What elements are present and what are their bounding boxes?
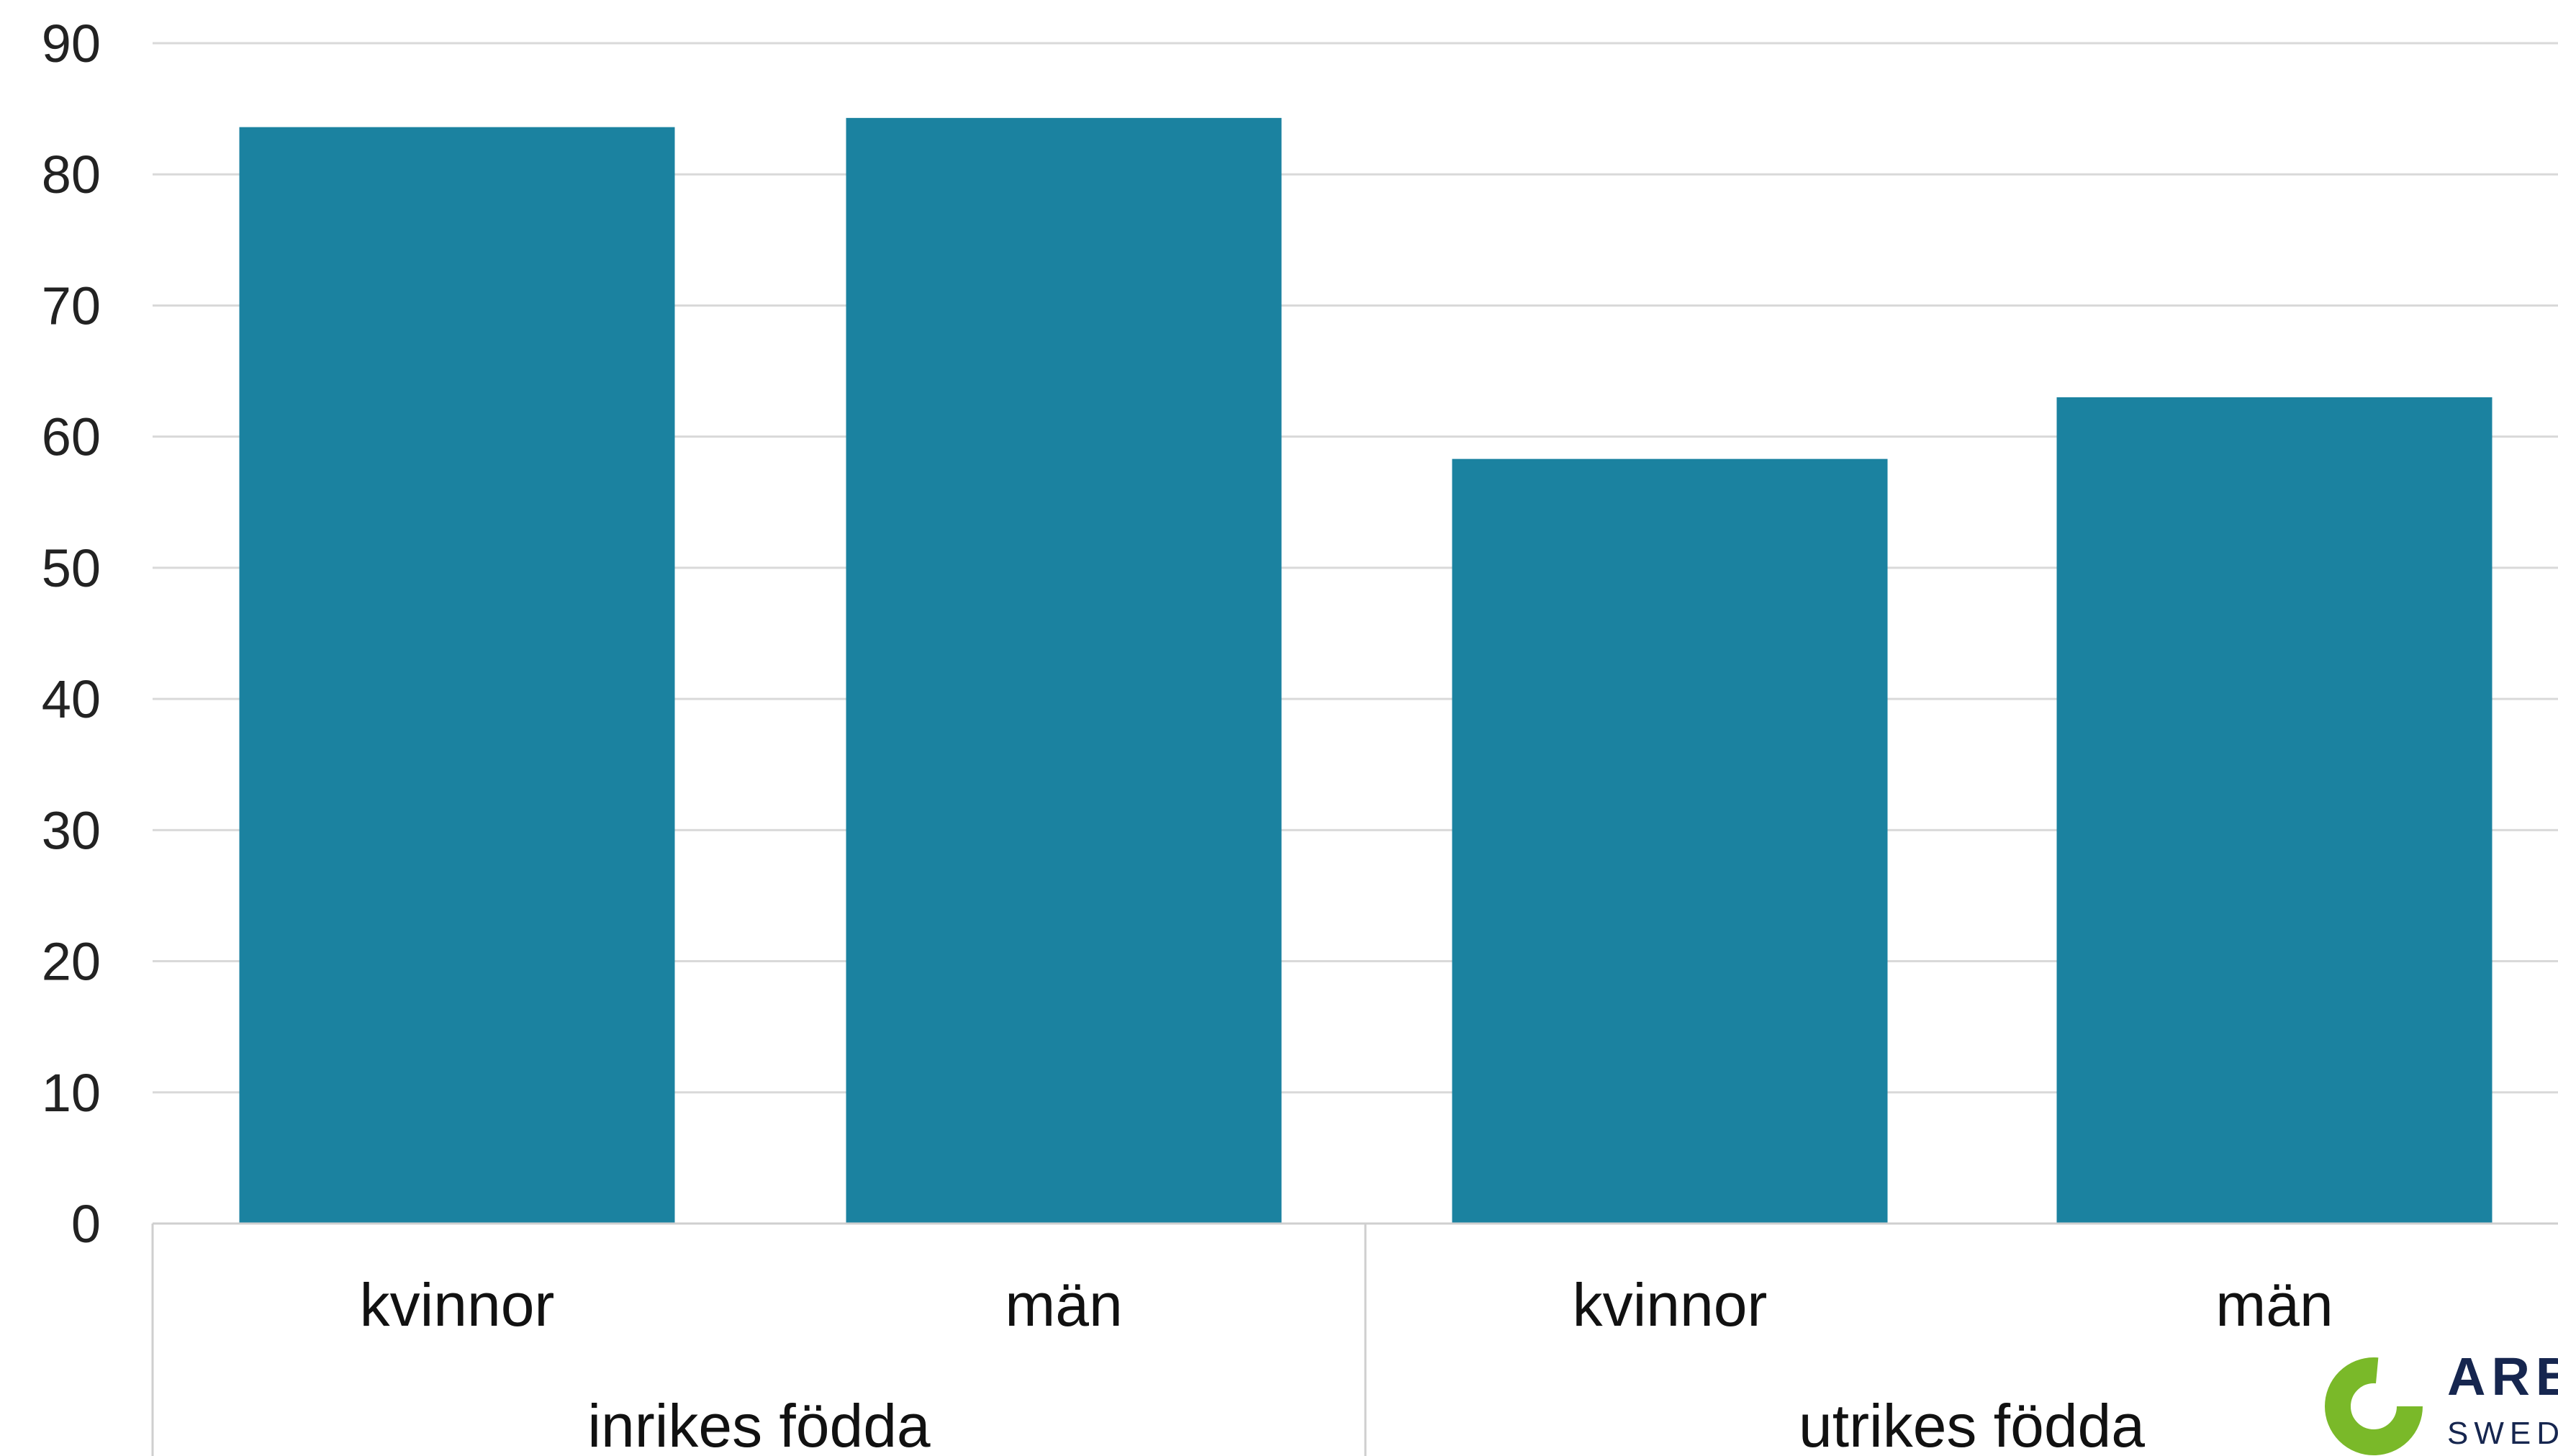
y-tick-label: 40 [42, 669, 101, 729]
logo-text: ARB [2447, 1347, 2558, 1406]
y-tick-label: 80 [42, 145, 101, 204]
bar [239, 127, 675, 1224]
y-tick-label: 0 [71, 1194, 101, 1254]
x-group-label: utrikes födda [1799, 1392, 2145, 1456]
bar [2056, 397, 2493, 1224]
y-tick-label: 70 [42, 276, 101, 335]
x-group-label: inrikes födda [587, 1392, 931, 1456]
x-category-label: kvinnor [1573, 1271, 1768, 1339]
bars [239, 117, 2493, 1224]
y-tick-label: 60 [42, 407, 101, 467]
logo-subtext: SWEDIS [2447, 1416, 2558, 1451]
bar [846, 117, 1282, 1224]
x-category-label: män [2215, 1271, 2333, 1339]
y-tick-label: 50 [42, 538, 101, 598]
y-axis-ticks: 0 10 20 30 40 50 60 70 80 90 [42, 14, 101, 1254]
y-tick-label: 90 [42, 14, 101, 73]
x-category-label: kvinnor [360, 1271, 555, 1339]
x-category-label: män [1005, 1271, 1122, 1339]
bar [1452, 458, 1888, 1224]
x-axis: kvinnor män inrikes födda kvinnor män utrikes… [151, 1222, 2558, 1456]
arbetsformedlingen-logo: ARB SWEDIS [2325, 1347, 2558, 1455]
y-tick-label: 20 [42, 932, 101, 992]
y-tick-label: 10 [42, 1063, 101, 1123]
y-tick-label: 30 [42, 800, 101, 860]
logo-mark-icon [2325, 1357, 2423, 1455]
